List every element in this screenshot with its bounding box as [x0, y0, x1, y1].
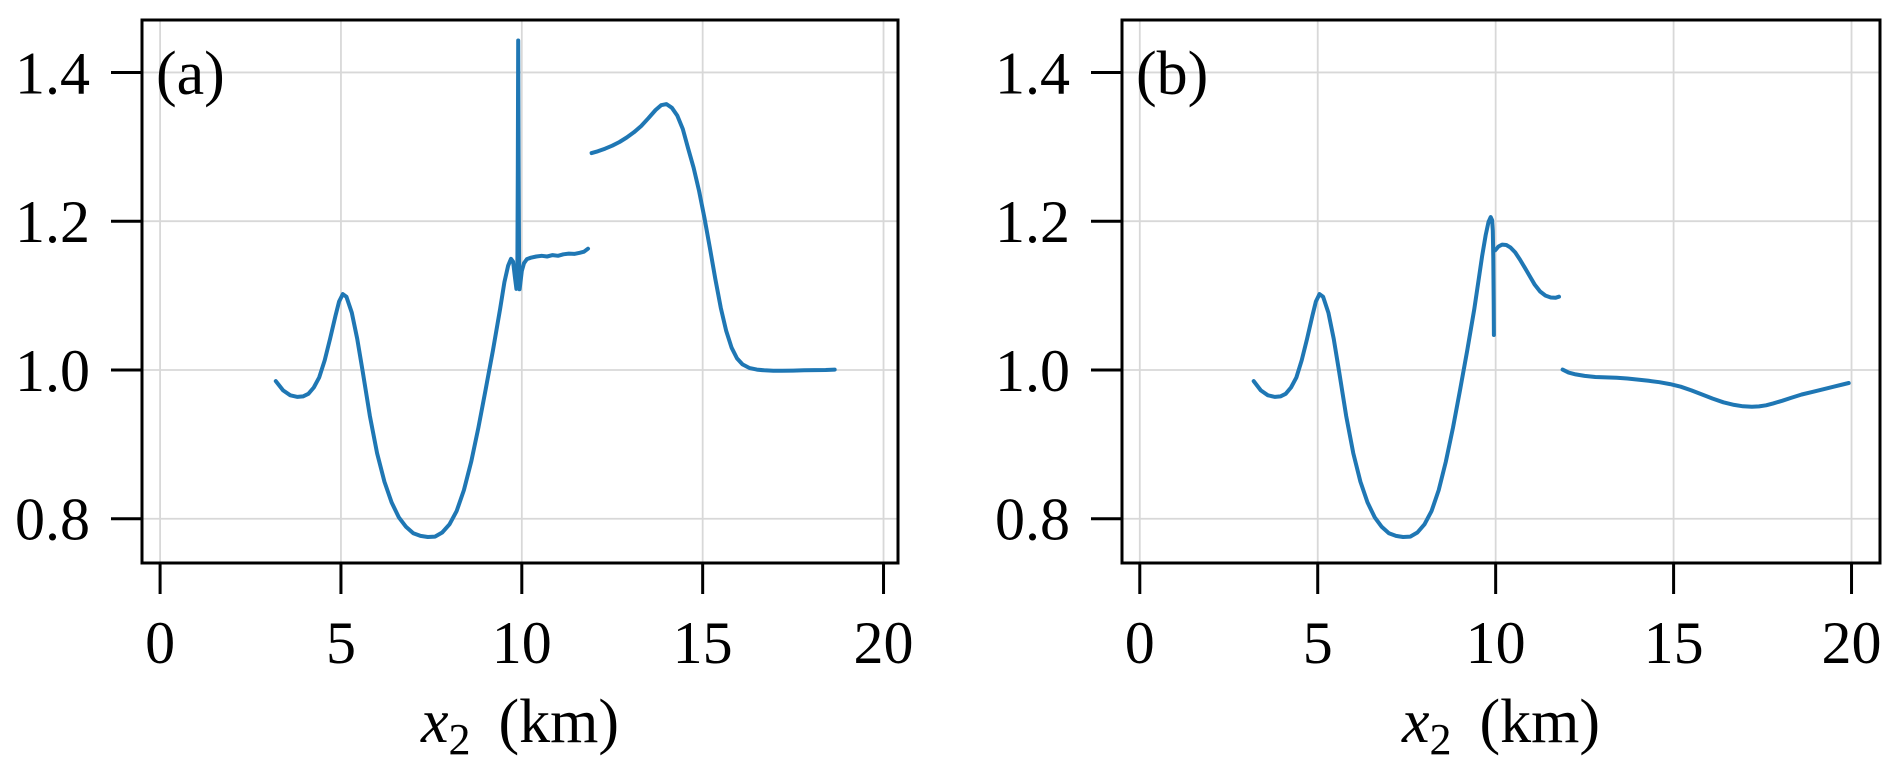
x-tick-label: 0	[1125, 610, 1155, 676]
x-tick-label: 15	[1644, 610, 1704, 676]
y-tick-label: 1.0	[15, 338, 90, 404]
x-tick-label: 10	[492, 610, 552, 676]
y-tick-label: 1.4	[15, 40, 90, 106]
y-tick-label: 0.8	[995, 487, 1070, 553]
panel-a: 0 5 10 15 20 0.8 1.0 1.2 1.4 (a) x2 (km)	[15, 18, 914, 764]
axes-frame	[140, 18, 900, 565]
panel-b-frame	[1120, 18, 1882, 565]
curve-segment-1	[1251, 215, 1496, 539]
x-tick-label: 20	[1822, 610, 1882, 676]
panel-b-grid	[1122, 20, 1880, 563]
y-tick-label: 1.2	[15, 189, 90, 255]
y-tick-label: 1.4	[995, 40, 1070, 106]
x-tick-label: 15	[673, 610, 733, 676]
y-tick-label: 0.8	[15, 487, 90, 553]
curve-segment-2	[1493, 242, 1561, 300]
curve-segment-3	[1560, 367, 1851, 409]
panel-a-letter-label: (a)	[156, 40, 225, 108]
x-tick-label: 0	[145, 610, 175, 676]
panel-a-tick-labels: 0 5 10 15 20 0.8 1.0 1.2 1.4	[15, 40, 914, 676]
curve-segment-2	[589, 102, 837, 373]
panel-b: 0 5 10 15 20 0.8 1.0 1.2 1.4 (b) x2 (km)	[995, 18, 1882, 764]
curve-segment-1	[273, 38, 590, 539]
x-tick-label: 5	[1303, 610, 1333, 676]
y-tick-label: 1.2	[995, 189, 1070, 255]
x-tick-label: 5	[326, 610, 356, 676]
panel-b-ticks	[1091, 70, 1854, 594]
x-tick-label: 20	[854, 610, 914, 676]
y-tick-label: 1.0	[995, 338, 1070, 404]
x-tick-label: 10	[1466, 610, 1526, 676]
panel-b-curve	[1251, 215, 1851, 539]
panel-b-x-axis-title: x2 (km)	[1401, 688, 1600, 764]
panel-b-tick-labels: 0 5 10 15 20 0.8 1.0 1.2 1.4	[995, 40, 1882, 676]
axes-frame	[1120, 18, 1882, 565]
panel-a-x-axis-title: x2 (km)	[420, 688, 619, 764]
panel-a-ticks	[111, 70, 886, 594]
panel-a-frame	[140, 18, 900, 565]
panel-a-curve	[273, 38, 837, 539]
panel-b-letter-label: (b)	[1136, 40, 1208, 108]
